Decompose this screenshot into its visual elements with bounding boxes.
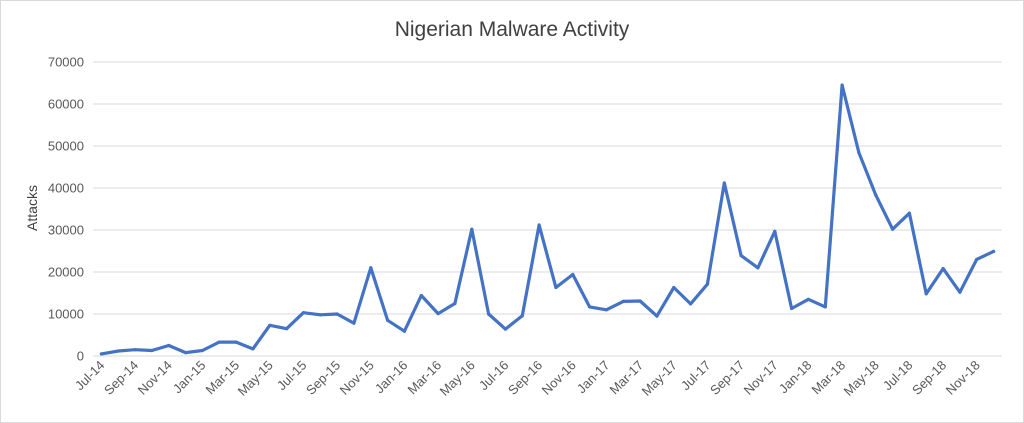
x-tick-label: Nov-18 [943, 358, 983, 398]
data-point [234, 340, 238, 344]
y-tick-label: 70000 [48, 55, 84, 70]
x-tick-label: Mar-17 [606, 358, 646, 398]
x-tick-label: Nov-17 [741, 358, 781, 398]
data-point [268, 323, 272, 327]
x-tick-label: Sep-16 [505, 358, 545, 398]
data-point [571, 272, 575, 277]
series-line [99, 83, 996, 356]
y-tick-label: 60000 [48, 97, 84, 112]
y-tick-label: 0 [77, 349, 84, 364]
x-tick-label: Mar-18 [808, 358, 848, 398]
data-point [992, 249, 996, 253]
data-point [99, 352, 103, 356]
data-point [975, 257, 979, 261]
y-axis-title: Attacks [24, 185, 40, 231]
x-tick-label: Sep-18 [909, 358, 949, 398]
x-tick-label: Nov-15 [337, 358, 377, 398]
x-tick-label: Jan-16 [372, 358, 411, 397]
data-point [638, 299, 642, 303]
data-point [554, 285, 558, 290]
data-point [891, 227, 895, 231]
data-point [739, 254, 743, 258]
x-tick-label: Jan-15 [170, 358, 209, 397]
x-tick-label: Mar-15 [202, 358, 242, 398]
data-point [840, 83, 844, 87]
x-tick-label: Sep-15 [303, 358, 343, 398]
data-point [537, 223, 541, 227]
data-point [402, 329, 406, 333]
data-point [436, 312, 440, 316]
y-tick-labels: 0 10000 20000 30000 40000 50000 60000 70000 [48, 55, 84, 364]
y-tick-label: 40000 [48, 181, 84, 196]
x-tick-label: Sep-14 [101, 358, 141, 398]
x-tick-label: May-18 [841, 358, 882, 399]
data-point [116, 349, 120, 353]
data-point [823, 305, 827, 309]
data-point [672, 285, 676, 290]
data-point [705, 282, 710, 286]
data-point [453, 301, 457, 306]
x-tick-label: Nov-16 [539, 358, 579, 398]
x-tick-label: May-15 [235, 358, 276, 399]
data-point [722, 181, 726, 185]
x-tick-label: Jan-17 [574, 358, 613, 397]
data-point [217, 340, 221, 344]
y-tick-label: 10000 [48, 307, 84, 322]
data-point [184, 351, 188, 355]
x-tick-label: Mar-16 [404, 358, 444, 398]
data-point [251, 347, 255, 351]
data-point [167, 343, 171, 348]
data-point [689, 302, 693, 306]
data-point [335, 312, 339, 316]
data-point [874, 193, 878, 197]
data-point [756, 266, 760, 270]
data-point [386, 318, 390, 322]
data-point [790, 306, 794, 311]
x-tick-label: May-16 [437, 358, 478, 399]
data-point [318, 313, 322, 317]
gridlines [93, 61, 1002, 315]
data-point [133, 348, 137, 352]
data-point [924, 292, 928, 296]
data-point [470, 227, 474, 231]
data-point [520, 314, 524, 318]
data-point [487, 312, 491, 316]
data-point [503, 327, 507, 331]
data-point [857, 151, 861, 155]
x-tick-label: Nov-14 [135, 358, 175, 398]
data-point [806, 297, 811, 301]
data-point [285, 327, 289, 331]
y-tick-label: 20000 [48, 265, 84, 280]
data-point [419, 293, 423, 298]
y-tick-label: 30000 [48, 223, 84, 238]
data-point [588, 305, 592, 309]
data-point [352, 321, 356, 325]
data-point [604, 308, 609, 312]
data-point [907, 211, 912, 215]
x-tick-label: Jan-18 [776, 358, 815, 397]
chart-title: Nigerian Malware Activity [394, 18, 630, 41]
data-point [200, 348, 204, 353]
x-tick-labels: Jul-14Sep-14Nov-14Jan-15Mar-15May-15Jul-… [72, 358, 983, 399]
data-point [150, 348, 154, 353]
data-point [941, 267, 945, 271]
data-point [301, 311, 305, 315]
data-point [655, 314, 659, 318]
data-point [369, 266, 373, 270]
data-point [621, 299, 625, 303]
data-point [773, 229, 777, 233]
y-tick-label: 50000 [48, 139, 84, 154]
data-point [958, 290, 962, 294]
series-layer [99, 83, 996, 356]
x-tick-label: May-17 [639, 358, 680, 399]
x-tick-label: Sep-17 [707, 358, 747, 398]
